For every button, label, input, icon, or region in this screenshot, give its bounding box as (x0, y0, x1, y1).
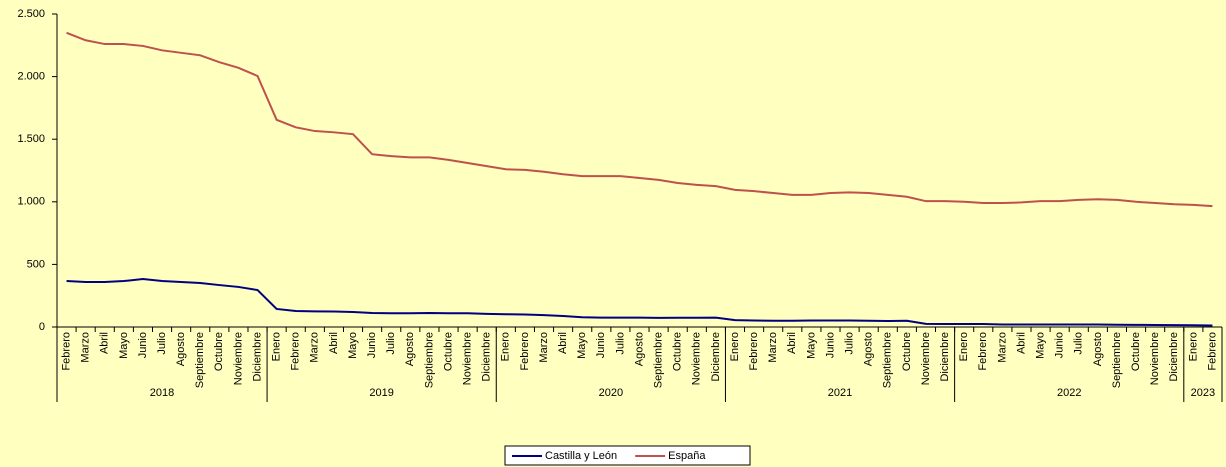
x-tick-label: Octubre (1130, 332, 1142, 371)
y-tick-label: 0 (39, 321, 45, 333)
x-tick-label: Septiembre (194, 332, 206, 388)
x-tick-label: Junio (366, 332, 378, 358)
x-tick-label: Septiembre (653, 332, 665, 388)
x-tick-label: Agosto (1092, 332, 1104, 366)
x-tick-label: Mayo (118, 332, 130, 359)
year-label: 2023 (1191, 387, 1215, 399)
x-tick-label: Febrero (290, 332, 302, 371)
x-tick-label: Noviembre (1149, 332, 1161, 385)
x-tick-label: Marzo (538, 332, 550, 363)
x-tick-label: Agosto (404, 332, 416, 366)
year-label: 2020 (599, 387, 623, 399)
x-tick-label: Diciembre (481, 332, 493, 382)
x-tick-label: Junio (137, 332, 149, 358)
x-tick-label: Agosto (175, 332, 187, 366)
x-tick-label: Julio (614, 332, 626, 355)
year-label: 2022 (1057, 387, 1081, 399)
x-tick-label: Diciembre (251, 332, 263, 382)
x-tick-label: Octubre (672, 332, 684, 371)
x-tick-label: Diciembre (1168, 332, 1180, 382)
x-tick-label: Julio (156, 332, 168, 355)
x-tick-label: Mayo (347, 332, 359, 359)
x-tick-label: Julio (385, 332, 397, 355)
x-tick-label: Enero (1187, 332, 1199, 361)
x-tick-label: Julio (843, 332, 855, 355)
x-tick-label: Febrero (60, 332, 72, 371)
x-tick-label: Abril (328, 332, 340, 354)
x-tick-label: Febrero (1206, 332, 1218, 371)
x-tick-label: Octubre (213, 332, 225, 371)
x-tick-label: Diciembre (710, 332, 722, 382)
x-tick-label: Octubre (442, 332, 454, 371)
year-label: 2019 (369, 387, 393, 399)
year-label: 2018 (150, 387, 174, 399)
line-series (66, 31, 1213, 208)
x-tick-label: Febrero (977, 332, 989, 371)
x-tick-label: Abril (1015, 332, 1027, 354)
x-tick-label: Septiembre (1111, 332, 1123, 388)
x-tick-label: Septiembre (423, 332, 435, 388)
x-tick-label: Febrero (519, 332, 531, 371)
x-tick-label: Agosto (863, 332, 875, 366)
legend-label: España (668, 450, 706, 462)
x-tick-label: Diciembre (939, 332, 951, 382)
x-tick-label: Enero (500, 332, 512, 361)
x-tick-label: Septiembre (882, 332, 894, 388)
x-tick-label: Octubre (901, 332, 913, 371)
y-tick-label: 1.500 (17, 133, 45, 145)
x-tick-label: Marzo (996, 332, 1008, 363)
x-tick-label: Febrero (748, 332, 760, 371)
x-tick-label: Abril (99, 332, 111, 354)
x-tick-label: Junio (1054, 332, 1066, 358)
x-tick-label: Agosto (633, 332, 645, 366)
x-tick-label: Noviembre (462, 332, 474, 385)
x-tick-label: Marzo (309, 332, 321, 363)
x-tick-label: Mayo (1034, 332, 1046, 359)
legend: Castilla y León España (504, 445, 751, 466)
x-tick-label: Julio (1073, 332, 1085, 355)
line-series (66, 278, 1213, 327)
legend-box (504, 445, 751, 466)
x-tick-label: Enero (271, 332, 283, 361)
x-tick-label: Noviembre (920, 332, 932, 385)
x-tick-label: Enero (958, 332, 970, 361)
y-tick-label: 500 (27, 258, 45, 270)
x-tick-label: Junio (824, 332, 836, 358)
x-tick-label: Marzo (767, 332, 779, 363)
y-tick-label: 2.000 (17, 71, 45, 83)
x-tick-label: Noviembre (232, 332, 244, 385)
legend-label: Castilla y León (545, 450, 617, 462)
x-tick-label: Abril (786, 332, 798, 354)
x-tick-label: Noviembre (691, 332, 703, 385)
year-label: 2021 (828, 387, 852, 399)
x-tick-label: Marzo (80, 332, 92, 363)
y-tick-label: 2.500 (17, 8, 45, 20)
x-tick-label: Abril (557, 332, 569, 354)
y-tick-label: 1.000 (17, 196, 45, 208)
x-tick-label: Mayo (576, 332, 588, 359)
x-tick-label: Mayo (805, 332, 817, 359)
x-tick-label: Junio (595, 332, 607, 358)
x-tick-label: Enero (729, 332, 741, 361)
